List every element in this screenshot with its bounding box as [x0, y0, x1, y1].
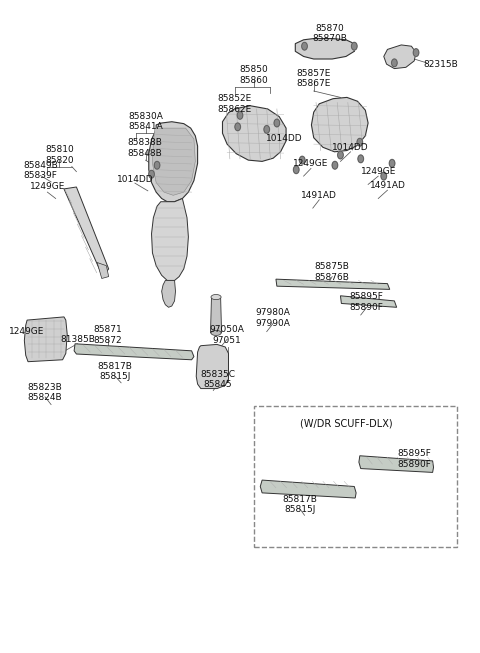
Text: 1491AD: 1491AD [370, 182, 406, 190]
Polygon shape [223, 106, 286, 161]
Circle shape [302, 42, 307, 50]
Text: 82315B: 82315B [423, 59, 458, 69]
Text: 85870
85870B: 85870 85870B [312, 24, 348, 43]
Text: 97980A
97990A: 97980A 97990A [256, 308, 290, 328]
Circle shape [264, 125, 269, 133]
Polygon shape [74, 343, 194, 360]
Polygon shape [312, 97, 368, 151]
Text: 85850
85860: 85850 85860 [240, 65, 268, 85]
Polygon shape [149, 121, 198, 202]
Text: 85857E
85867E: 85857E 85867E [297, 69, 331, 88]
Text: 1249GE: 1249GE [360, 167, 396, 176]
Circle shape [392, 59, 397, 67]
Circle shape [381, 172, 386, 180]
Polygon shape [276, 279, 390, 289]
Text: 1249GE: 1249GE [9, 327, 44, 336]
Circle shape [413, 49, 419, 56]
Text: 85875B
85876B: 85875B 85876B [315, 263, 349, 282]
Polygon shape [97, 263, 108, 278]
Text: 1249GE: 1249GE [30, 182, 65, 191]
Polygon shape [260, 480, 356, 498]
Polygon shape [24, 317, 67, 362]
Circle shape [300, 156, 305, 164]
Text: 85830A
85841A: 85830A 85841A [128, 112, 163, 131]
Text: 1249GE: 1249GE [293, 159, 329, 168]
Text: 81385B: 81385B [60, 335, 95, 343]
Text: 85895F
85890F: 85895F 85890F [350, 293, 384, 312]
Text: 1014DD: 1014DD [332, 143, 369, 151]
Text: 85835C
85845: 85835C 85845 [200, 370, 235, 389]
Text: 85817B
85815J: 85817B 85815J [282, 495, 317, 514]
Ellipse shape [211, 330, 221, 336]
Circle shape [351, 42, 357, 50]
Circle shape [358, 155, 363, 163]
Text: 1491AD: 1491AD [301, 191, 337, 200]
Text: 85810
85820: 85810 85820 [45, 146, 74, 165]
Text: 85871
85872: 85871 85872 [94, 325, 122, 345]
Circle shape [149, 170, 154, 178]
Polygon shape [211, 298, 222, 333]
Circle shape [293, 166, 299, 174]
Polygon shape [384, 45, 416, 69]
Text: 1014DD: 1014DD [117, 175, 153, 183]
Polygon shape [196, 344, 228, 389]
Text: 97050A
97051: 97050A 97051 [210, 325, 244, 345]
Circle shape [237, 112, 243, 119]
Circle shape [389, 159, 395, 167]
Polygon shape [340, 296, 396, 308]
Text: 85817B
85815J: 85817B 85815J [97, 362, 132, 381]
Text: 85823B
85824B: 85823B 85824B [28, 383, 62, 402]
Ellipse shape [211, 295, 221, 300]
Circle shape [338, 151, 343, 159]
Polygon shape [295, 39, 354, 59]
Text: 85849B
85839F: 85849B 85839F [23, 161, 58, 180]
Polygon shape [162, 280, 176, 308]
Polygon shape [359, 456, 433, 472]
Polygon shape [152, 199, 188, 280]
Circle shape [154, 161, 160, 169]
Text: 1014DD: 1014DD [265, 135, 302, 144]
Text: (W/DR SCUFF-DLX): (W/DR SCUFF-DLX) [300, 419, 392, 429]
Circle shape [235, 123, 240, 131]
Text: 85852E
85862E: 85852E 85862E [217, 94, 252, 114]
Circle shape [332, 161, 338, 169]
Text: 85895F
85890F: 85895F 85890F [397, 449, 431, 469]
Polygon shape [64, 187, 108, 277]
Circle shape [274, 119, 280, 127]
Circle shape [357, 138, 362, 146]
Polygon shape [153, 128, 195, 195]
Text: 85838B
85848B: 85838B 85848B [127, 138, 162, 157]
